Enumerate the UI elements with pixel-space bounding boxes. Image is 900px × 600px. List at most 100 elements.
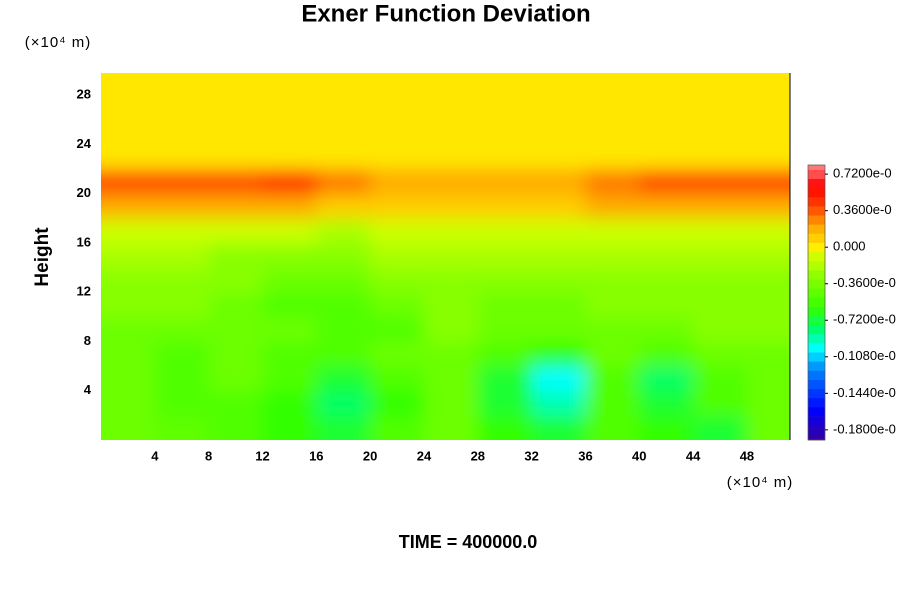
field-cell bbox=[477, 242, 533, 269]
field-cell bbox=[208, 267, 263, 293]
field-cell bbox=[423, 73, 479, 96]
field-cell bbox=[154, 415, 210, 440]
field-cell bbox=[585, 267, 640, 293]
y-axis-label: Height bbox=[32, 227, 53, 287]
x-tick-label: 16 bbox=[309, 448, 323, 463]
field-cell bbox=[423, 95, 479, 121]
field-cell bbox=[262, 390, 317, 416]
field bbox=[101, 73, 790, 440]
colorbar-band bbox=[808, 196, 825, 207]
x-tick-label: 20 bbox=[363, 448, 377, 463]
y-tick-label: 24 bbox=[77, 136, 92, 151]
field-cell bbox=[262, 169, 317, 195]
field-cell bbox=[101, 73, 156, 96]
field-cell bbox=[639, 73, 694, 96]
field-cell bbox=[531, 316, 586, 342]
field-cell bbox=[585, 169, 640, 195]
field-cell bbox=[746, 144, 790, 170]
field-cell bbox=[746, 73, 790, 96]
field-cell bbox=[101, 193, 156, 219]
colorbar-label: -0.1800e-0 bbox=[833, 421, 896, 436]
field-cell bbox=[154, 292, 210, 318]
colorbar-band bbox=[808, 388, 825, 399]
field-cell bbox=[693, 73, 748, 96]
field-cell bbox=[639, 366, 694, 392]
field-cell bbox=[639, 415, 694, 440]
field-cell bbox=[693, 292, 748, 318]
field-cell bbox=[316, 292, 371, 318]
field-cell bbox=[477, 267, 533, 293]
field-cell bbox=[154, 169, 210, 195]
field-cell bbox=[746, 242, 790, 269]
colorbar-band bbox=[808, 169, 825, 179]
field-cell bbox=[262, 193, 317, 219]
footer: TIME = 400000.0 bbox=[399, 532, 538, 552]
field-cell bbox=[370, 169, 425, 195]
field-cell bbox=[639, 316, 694, 342]
field-cell bbox=[262, 242, 317, 269]
field-cell bbox=[531, 341, 586, 367]
field-cell bbox=[208, 73, 263, 96]
colorbar-band bbox=[808, 242, 825, 253]
field-cell bbox=[262, 144, 317, 170]
colorbar-label: 0.7200e-0 bbox=[833, 166, 892, 181]
field-cell bbox=[208, 366, 263, 392]
colorbar-band bbox=[808, 251, 825, 262]
x-tick-label: 32 bbox=[524, 448, 538, 463]
field-cell bbox=[746, 390, 790, 416]
colorbar-label: -0.1440e-0 bbox=[833, 385, 896, 400]
field-cell bbox=[101, 292, 156, 318]
field-cell bbox=[262, 341, 317, 367]
x-tick-label: 8 bbox=[205, 448, 212, 463]
x-tick-label: 24 bbox=[417, 448, 432, 463]
field-cell bbox=[639, 169, 694, 195]
field-cell bbox=[370, 316, 425, 342]
colorbar-band bbox=[808, 397, 825, 408]
field-cell bbox=[531, 144, 586, 170]
chart-title: Exner Function Deviation bbox=[301, 0, 590, 27]
field-cell bbox=[316, 73, 371, 96]
field-cell bbox=[154, 366, 210, 392]
field-cell bbox=[262, 119, 317, 145]
field-cell bbox=[316, 95, 371, 121]
field-cell bbox=[423, 316, 479, 342]
field-cell bbox=[316, 242, 371, 269]
field-cell bbox=[208, 218, 263, 244]
field-cell bbox=[101, 119, 156, 145]
colorbar-label: -0.7200e-0 bbox=[833, 312, 896, 327]
field-cell bbox=[693, 218, 748, 244]
field-cell bbox=[423, 144, 479, 170]
field-cell bbox=[370, 95, 425, 121]
colorbar-band bbox=[808, 333, 825, 344]
colorbar-label: 0.000 bbox=[833, 239, 866, 254]
field-cell bbox=[316, 144, 371, 170]
field-cell bbox=[208, 292, 263, 318]
field-cell bbox=[477, 390, 533, 416]
colorbar: 0.7200e-0 0.3600e-0 0.000 -0.3600e-0 -0.7200… bbox=[807, 164, 896, 441]
field-cell bbox=[693, 341, 748, 367]
field-cell bbox=[693, 193, 748, 219]
colorbar-band bbox=[808, 206, 825, 216]
field-cell bbox=[370, 218, 425, 244]
colorbar-band bbox=[808, 270, 825, 280]
field-cell bbox=[370, 73, 425, 96]
field-cell bbox=[531, 119, 586, 145]
field-cell bbox=[208, 144, 263, 170]
field-cell bbox=[693, 366, 748, 392]
field-cell bbox=[316, 366, 371, 392]
colorbar-band bbox=[808, 361, 825, 371]
colorbar-band bbox=[808, 370, 825, 380]
field-cell bbox=[746, 267, 790, 293]
field-cell bbox=[746, 169, 790, 195]
field-cell bbox=[693, 390, 748, 416]
field-cell bbox=[746, 193, 790, 219]
field-cell bbox=[531, 292, 586, 318]
field-cell bbox=[262, 415, 317, 440]
field-cell bbox=[585, 366, 640, 392]
field-cell bbox=[208, 193, 263, 219]
field-cell bbox=[531, 193, 586, 219]
colorbar-band bbox=[808, 165, 825, 170]
field-cell bbox=[746, 366, 790, 392]
